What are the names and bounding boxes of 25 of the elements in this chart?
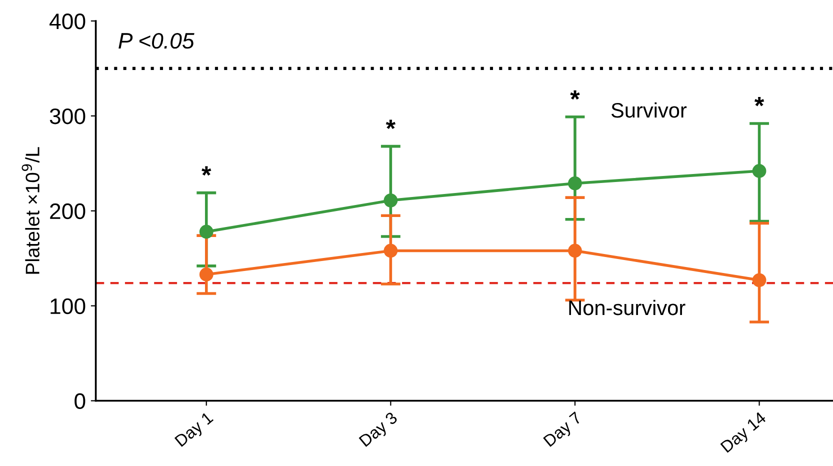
x-tick-label: Day 1 [174, 411, 216, 450]
annotation: * [570, 90, 580, 100]
point [384, 244, 398, 258]
annotation: * [754, 96, 764, 106]
y-tick-label: 300 [50, 108, 86, 124]
y-axis-title: Platelet ×10$^{9}$/L [22, 147, 40, 274]
series-label: Non-survivor [569, 300, 686, 316]
x-tick-label: Day 14 [720, 411, 769, 456]
point [568, 176, 582, 190]
x-tick-label: Day 3 [358, 411, 400, 450]
annotation: * [386, 120, 396, 130]
point [752, 273, 766, 288]
point [199, 268, 214, 282]
point [199, 224, 214, 239]
annotation: * [202, 166, 212, 176]
text: Survivor [611, 102, 687, 118]
y-tick-label: 100 [50, 298, 86, 314]
x-tick-label: Day 7 [543, 411, 584, 450]
y-tick-label: 200 [50, 203, 86, 220]
y-tick-label: 400 [50, 14, 86, 30]
y-tick-label: 0 [74, 393, 86, 410]
annotation: P <0.05 [118, 32, 194, 49]
point [752, 164, 766, 178]
point [568, 244, 582, 258]
point [384, 193, 398, 208]
